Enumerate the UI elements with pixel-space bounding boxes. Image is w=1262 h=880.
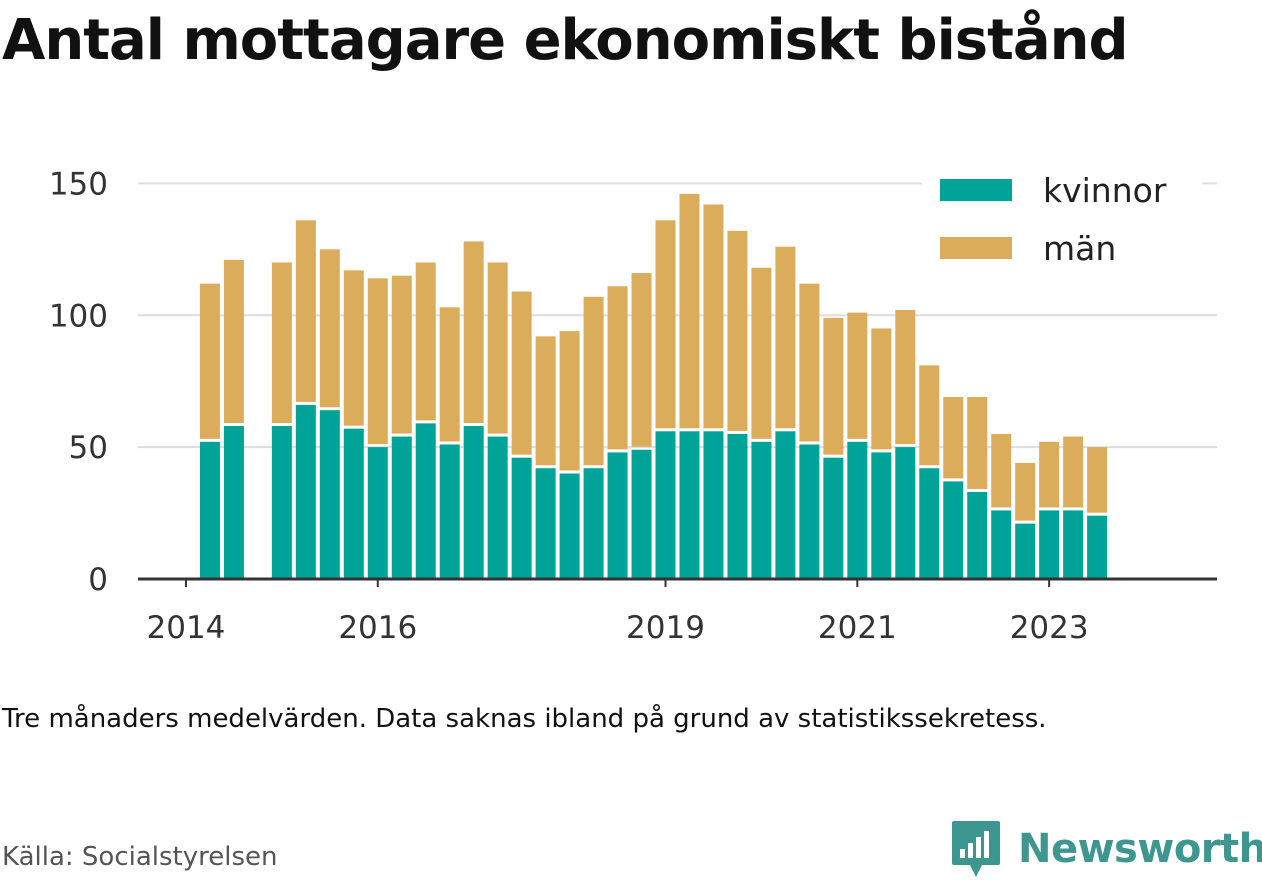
bar-man — [967, 397, 988, 489]
bar-kvinnor — [391, 436, 412, 579]
bar-man — [511, 291, 532, 455]
bar-man — [751, 267, 772, 439]
bar-kvinnor — [631, 449, 652, 579]
bar-man — [199, 283, 220, 439]
bar-kvinnor — [1087, 515, 1108, 579]
brand: Newsworthy — [950, 818, 1262, 880]
bar-man — [655, 220, 676, 429]
bar-man — [271, 262, 292, 424]
bar-kvinnor — [343, 428, 364, 579]
x-tick-label: 2014 — [147, 610, 226, 646]
legend-swatch — [940, 237, 1012, 259]
bar-man — [703, 204, 724, 429]
bar-kvinnor — [487, 436, 508, 579]
bar-kvinnor — [703, 431, 724, 579]
y-axis-ticks: 0 50 100 150 — [49, 166, 108, 598]
bar-man — [439, 307, 460, 442]
brand-name: Newsworthy — [1018, 826, 1262, 872]
chart-title: Antal mottagare ekonomiskt bistånd — [2, 8, 1129, 73]
bar-man — [1039, 441, 1060, 508]
bar-kvinnor — [967, 491, 988, 579]
bar-man — [223, 259, 244, 424]
bars — [199, 193, 1108, 579]
bar-man — [583, 296, 604, 466]
bar-kvinnor — [823, 457, 844, 579]
y-tick-label: 150 — [49, 166, 108, 202]
bar-man — [847, 312, 868, 439]
bar-man — [559, 331, 580, 471]
legend-label: män — [1043, 229, 1116, 268]
bar-man — [607, 286, 628, 450]
bar-kvinnor — [895, 447, 916, 579]
bar-kvinnor — [847, 441, 868, 579]
bar-kvinnor — [295, 404, 316, 579]
bar-man — [463, 241, 484, 424]
bar-kvinnor — [991, 510, 1012, 579]
bar-man — [727, 230, 748, 431]
bar-kvinnor — [415, 423, 436, 579]
bar-kvinnor — [727, 433, 748, 579]
bar-kvinnor — [679, 431, 700, 579]
bar-kvinnor — [751, 441, 772, 579]
bar-kvinnor — [463, 426, 484, 579]
stacked-bar-chart: 0 50 100 150 2014 2016 2019 2021 2023 kvinnor mä… — [49, 166, 1217, 646]
legend: kvinnor män — [922, 168, 1202, 280]
x-axis-ticks: 2014 2016 2019 2021 2023 — [138, 577, 1217, 646]
bar-kvinnor — [439, 444, 460, 579]
bar-kvinnor — [1015, 523, 1036, 579]
x-tick-label: 2021 — [818, 610, 897, 646]
bar-kvinnor — [223, 426, 244, 579]
bar-man — [991, 433, 1012, 508]
bar-man — [535, 336, 556, 466]
bar-man — [775, 246, 796, 429]
bar-man — [895, 309, 916, 445]
x-tick-label: 2019 — [626, 610, 705, 646]
bar-man — [679, 193, 700, 429]
bar-man — [1087, 447, 1108, 513]
bar-kvinnor — [511, 457, 532, 579]
bar-kvinnor — [943, 481, 964, 579]
bar-kvinnor — [583, 468, 604, 579]
bar-kvinnor — [655, 431, 676, 579]
bar-kvinnor — [367, 447, 388, 579]
bar-man — [415, 262, 436, 421]
bar-man — [823, 317, 844, 455]
y-tick-label: 100 — [49, 298, 108, 334]
bar-kvinnor — [319, 410, 340, 579]
bar-man — [391, 275, 412, 434]
x-tick-label: 2016 — [338, 610, 417, 646]
bar-man — [1015, 462, 1036, 521]
bar-man — [295, 220, 316, 402]
y-tick-label: 50 — [69, 430, 108, 466]
bar-man — [871, 328, 892, 450]
bar-kvinnor — [199, 441, 220, 579]
bar-man — [1063, 436, 1084, 508]
bar-man — [367, 278, 388, 445]
legend-label: kvinnor — [1043, 171, 1167, 210]
y-tick-label: 0 — [88, 562, 108, 598]
bar-kvinnor — [1039, 510, 1060, 579]
x-tick-label: 2023 — [1010, 610, 1089, 646]
bar-kvinnor — [559, 473, 580, 579]
bar-kvinnor — [919, 468, 940, 579]
newsworthy-logo-icon — [952, 821, 1000, 877]
bar-kvinnor — [271, 426, 292, 579]
bar-man — [943, 397, 964, 479]
bar-man — [487, 262, 508, 434]
bar-man — [799, 283, 820, 442]
bar-kvinnor — [535, 468, 556, 579]
bar-man — [919, 365, 940, 466]
bar-kvinnor — [607, 452, 628, 579]
chart-note: Tre månaders medelvärden. Data saknas ib… — [2, 704, 1047, 734]
legend-swatch — [940, 179, 1012, 201]
bar-kvinnor — [775, 431, 796, 579]
bar-man — [319, 249, 340, 408]
bar-man — [343, 270, 364, 426]
bar-kvinnor — [871, 452, 892, 579]
bar-kvinnor — [799, 444, 820, 579]
source-text: Källa: Socialstyrelsen — [2, 842, 278, 872]
bar-kvinnor — [1063, 510, 1084, 579]
bar-man — [631, 273, 652, 447]
